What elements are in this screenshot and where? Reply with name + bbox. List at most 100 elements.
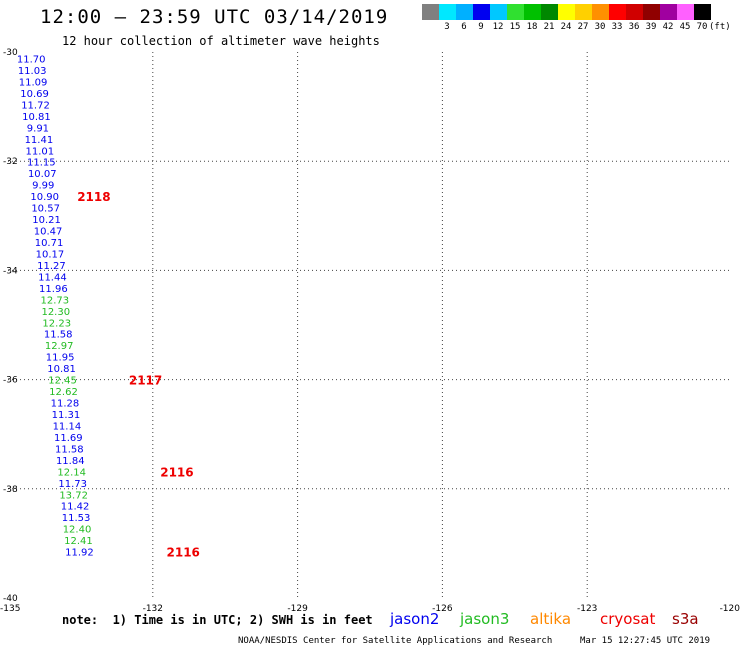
- y-tick-label: -32: [3, 157, 18, 167]
- time-label: 2117: [129, 374, 162, 388]
- y-tick-label: -38: [3, 485, 18, 495]
- scale-swatch: [592, 4, 609, 20]
- wave-height-value: 13.72: [59, 490, 88, 501]
- wave-height-value: 10.17: [36, 249, 65, 260]
- scale-label: 36: [628, 22, 640, 32]
- scale-label: 6: [461, 22, 467, 32]
- scale-label: 27: [577, 22, 589, 32]
- scale-unit: (ft): [709, 22, 731, 32]
- satellite-legend-jason2: jason2: [390, 610, 440, 628]
- scale-label: 39: [645, 22, 657, 32]
- wave-height-value: 11.15: [27, 158, 56, 169]
- wave-height-value: 12.73: [40, 295, 69, 306]
- wave-height-value: 11.41: [25, 135, 54, 146]
- wave-height-value: 11.31: [52, 410, 81, 421]
- credit-text: NOAA/NESDIS Center for Satellite Applica…: [238, 636, 553, 646]
- scale-swatch: [490, 4, 507, 20]
- scale-swatch: [541, 4, 558, 20]
- wave-height-value: 11.28: [51, 399, 80, 410]
- wave-height-value: 10.57: [31, 204, 60, 215]
- chart-subtitle: 12 hour collection of altimeter wave hei…: [62, 34, 380, 48]
- wave-height-value: 12.41: [64, 536, 93, 547]
- wave-height-value: 12.30: [41, 307, 70, 318]
- scale-label: 70: [696, 22, 708, 32]
- satellite-legend-s3a: s3a: [672, 610, 699, 628]
- scale-label: 24: [560, 22, 572, 32]
- scale-swatch: [456, 4, 473, 20]
- wave-height-value: 11.44: [38, 272, 67, 283]
- chart-title: 12:00 – 23:59 UTC 03/14/2019: [40, 6, 389, 28]
- scale-swatch: [439, 4, 456, 20]
- scale-swatch: [660, 4, 677, 20]
- wave-height-value: 12.45: [48, 376, 77, 387]
- wave-height-value: 10.69: [20, 89, 49, 100]
- wave-height-value: 11.01: [26, 146, 55, 157]
- scale-swatch: [575, 4, 592, 20]
- y-tick-label: -40: [3, 594, 18, 604]
- wave-height-value: 12.97: [45, 341, 74, 352]
- wave-height-value: 11.96: [39, 284, 68, 295]
- wave-height-value: 12.40: [63, 525, 92, 536]
- x-tick-label: -120: [720, 604, 740, 614]
- scale-swatch: [558, 4, 575, 20]
- scale-label: 18: [526, 22, 538, 32]
- scale-label: 9: [478, 22, 484, 32]
- wave-height-value: 10.21: [32, 215, 61, 226]
- satellite-legend-jason3: jason3: [460, 610, 510, 628]
- wave-height-value: 10.81: [47, 364, 76, 375]
- time-label: 2116: [167, 546, 200, 560]
- scale-label: 30: [594, 22, 606, 32]
- time-label: 2116: [160, 465, 193, 479]
- scale-label: 12: [492, 22, 504, 32]
- wave-height-value: 10.47: [34, 227, 63, 238]
- y-tick-label: -30: [3, 48, 18, 58]
- wave-height-value: 11.03: [18, 66, 47, 77]
- wave-height-value: 11.53: [62, 513, 91, 524]
- wave-height-value: 10.81: [22, 112, 51, 123]
- wave-height-value: 11.73: [58, 479, 87, 490]
- y-tick-label: -36: [3, 376, 18, 386]
- wave-height-value: 10.71: [35, 238, 64, 249]
- wave-height-value: 11.95: [46, 353, 75, 364]
- wave-height-value: 11.58: [55, 444, 84, 455]
- scale-label: 45: [679, 22, 691, 32]
- scale-label: 42: [662, 22, 674, 32]
- scale-swatch: [507, 4, 524, 20]
- footer-note: note: 1) Time is in UTC; 2) SWH is in fe…: [62, 613, 373, 627]
- wave-height-value: 10.07: [28, 169, 57, 180]
- scale-swatch: [609, 4, 626, 20]
- x-tick-label: -132: [143, 604, 163, 614]
- satellite-legend-cryosat: cryosat: [600, 610, 656, 628]
- scale-label: 33: [611, 22, 623, 32]
- scale-swatch: [473, 4, 490, 20]
- wave-height-value: 11.69: [54, 433, 83, 444]
- scale-swatch: [524, 4, 541, 20]
- x-tick-label: -126: [432, 604, 453, 614]
- wave-height-value: 11.27: [37, 261, 66, 272]
- x-tick-label: -123: [577, 604, 597, 614]
- wave-height-value: 12.14: [57, 467, 86, 478]
- wave-height-value: 11.84: [56, 456, 85, 467]
- x-tick-label: -135: [0, 604, 20, 614]
- x-tick-label: -129: [287, 604, 308, 614]
- scale-swatch: [677, 4, 694, 20]
- wave-height-value: 11.42: [61, 502, 90, 513]
- generation-timestamp: Mar 15 12:27:45 UTC 2019: [580, 636, 711, 646]
- wave-height-value: 9.91: [27, 123, 49, 134]
- scale-label: 21: [543, 22, 555, 32]
- scale-swatch: [694, 4, 711, 20]
- wave-height-value: 12.62: [49, 387, 78, 398]
- scale-swatch: [626, 4, 643, 20]
- wave-height-value: 11.72: [21, 100, 50, 111]
- wave-height-value: 11.09: [19, 77, 48, 88]
- wave-height-value: 11.58: [44, 330, 73, 341]
- time-label: 2118: [77, 190, 110, 204]
- wave-height-value: 9.99: [32, 181, 54, 192]
- satellite-legend-altika: altika: [530, 610, 572, 628]
- wave-height-value: 12.23: [42, 318, 71, 329]
- scale-label: 3: [444, 22, 450, 32]
- wave-height-value: 11.92: [65, 548, 94, 559]
- scale-label: 15: [509, 22, 521, 32]
- wave-height-value: 11.70: [17, 55, 46, 66]
